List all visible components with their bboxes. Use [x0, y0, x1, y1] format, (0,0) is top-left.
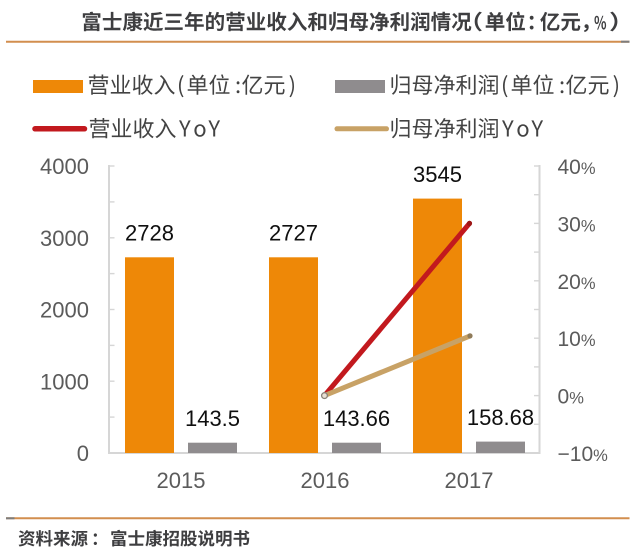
svg-text:3000: 3000	[40, 226, 89, 251]
svg-text:−10%: −10%	[558, 443, 609, 466]
svg-text:3545: 3545	[413, 162, 462, 187]
svg-text:0: 0	[77, 441, 89, 466]
svg-text:0%: 0%	[558, 386, 585, 409]
svg-text:143.5: 143.5	[185, 406, 240, 431]
svg-text:2727: 2727	[269, 221, 318, 246]
svg-text:158.68: 158.68	[467, 405, 534, 430]
svg-text:143.66: 143.66	[323, 406, 390, 431]
svg-text:30%: 30%	[558, 213, 596, 236]
svg-text:40%: 40%	[558, 156, 596, 179]
svg-text:2728: 2728	[125, 221, 174, 246]
svg-text:10%: 10%	[558, 328, 596, 351]
svg-text:2015: 2015	[157, 468, 206, 493]
svg-text:4000: 4000	[40, 154, 89, 179]
svg-text:2000: 2000	[40, 298, 89, 323]
svg-text:2016: 2016	[301, 468, 350, 493]
svg-text:2017: 2017	[445, 468, 494, 493]
svg-text:1000: 1000	[40, 369, 89, 394]
svg-text:20%: 20%	[558, 271, 596, 294]
